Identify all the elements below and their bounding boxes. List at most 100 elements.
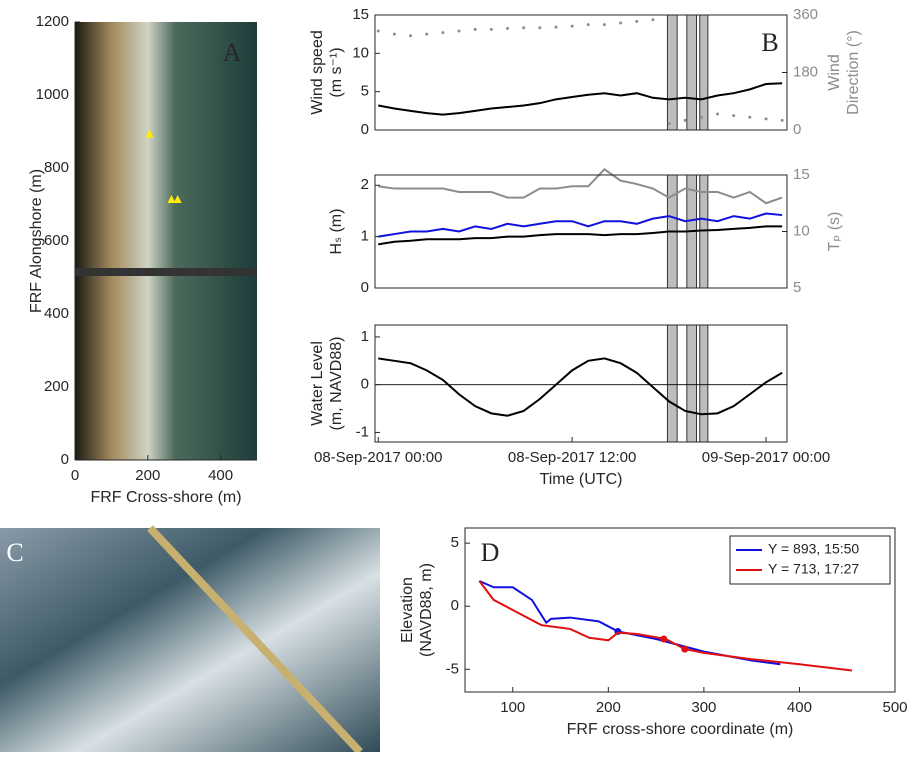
y-axis-label: (m, NAVD88) [328,337,345,431]
aerial-photo [75,22,257,460]
axes-frame [374,14,788,131]
data-line [378,357,783,417]
shaded-interval [686,324,698,443]
data-point [651,18,655,22]
marker [167,195,176,204]
panel-label: C [6,538,23,567]
boom [147,525,363,755]
y-tick-label: -1 [356,423,369,440]
x-axis-label: FRF Cross-shore (m) [90,489,241,506]
y-tick-label: 10 [352,44,369,61]
y-tick-label: 1200 [36,13,69,30]
y2-tick-label: 360 [793,6,818,23]
data-point [505,26,509,30]
data-point [586,23,590,27]
y-tick-label: 0 [451,597,459,614]
shaded-interval [666,324,678,443]
shaded-interval [699,324,709,443]
marker [173,195,182,204]
y-axis-label: Hₛ (m) [328,209,345,255]
shaded-interval [699,14,709,131]
y-tick-label: 1 [361,228,369,245]
data-point [554,25,558,29]
panel-label: A [223,38,242,67]
shaded-interval [686,14,698,131]
data-line [378,168,783,205]
data-point [602,23,606,27]
data-point [732,114,736,118]
data-point [473,27,477,31]
data-point [570,24,574,28]
data-point [376,29,380,33]
axes-frame [464,527,896,693]
y2-tick-label: 15 [793,166,810,183]
data-point [699,115,703,119]
y-tick-label: -5 [446,660,459,677]
x-tick-label: 0 [71,467,79,484]
data-point [457,29,461,33]
x-axis-label: Time (UTC) [540,471,623,488]
data-point [538,26,542,30]
y-tick-label: 0 [361,279,369,296]
y-tick-label: 400 [44,305,69,322]
y2-tick-label: 10 [793,222,810,239]
y-tick-label: 0 [361,121,369,138]
y-tick-label: 1000 [36,86,69,103]
data-line [478,580,853,672]
data-point [522,26,526,30]
shaded-interval [666,14,678,131]
y-axis-label: Elevation [399,577,416,643]
field-photo [0,528,380,752]
panel-label: B [761,28,778,57]
y-axis-label: Wind [826,54,843,90]
data-point [667,122,671,126]
legend-label: Y = 893, 15:50 [768,541,859,557]
x-tick-label: 100 [500,699,525,716]
data-point [681,645,689,653]
axes-frame [374,324,788,443]
data-point [441,31,445,35]
data-point [619,21,623,25]
data-point [425,32,429,36]
y-axis-label: Wind speed [309,30,326,115]
y-tick-label: 2 [361,176,369,193]
legend-box [729,535,891,585]
data-point [409,34,413,38]
y-tick-label: 5 [361,83,369,100]
y-axis-label: (NAVD88, m) [418,563,435,657]
data-point [489,27,493,31]
y-tick-label: 600 [44,232,69,249]
x-tick-label: 400 [208,467,233,484]
y-tick-label: 5 [451,534,459,551]
x-tick-label: 09-Sep-2017 00:00 [702,449,830,466]
marker [145,129,154,138]
x-tick-label: 08-Sep-2017 12:00 [508,449,636,466]
axes-frame [374,174,788,289]
x-tick-label: 500 [882,699,907,716]
y-axis-label: (m s⁻¹) [328,47,345,97]
y2-tick-label: 5 [793,279,801,296]
y-tick-label: 0 [61,451,69,468]
y-tick-label: 15 [352,6,369,23]
y-axis-label: Tₚ (s) [826,212,843,252]
x-axis-label: FRF cross-shore coordinate (m) [567,721,794,738]
data-point [748,115,752,119]
data-point [392,32,396,36]
x-tick-label: 300 [691,699,716,716]
data-point [660,635,668,643]
y2-tick-label: 0 [793,121,801,138]
y-tick-label: 200 [44,378,69,395]
pier [75,268,257,276]
data-point [635,19,639,23]
data-point [780,118,784,122]
y-tick-label: 800 [44,159,69,176]
legend-label: Y = 713, 17:27 [768,561,859,577]
y-axis-label: Direction (°) [845,30,862,115]
x-tick-label: 08-Sep-2017 00:00 [314,449,442,466]
data-line [478,580,781,666]
y2-tick-label: 180 [793,63,818,80]
y-tick-label: 1 [361,328,369,345]
data-line [378,212,783,238]
